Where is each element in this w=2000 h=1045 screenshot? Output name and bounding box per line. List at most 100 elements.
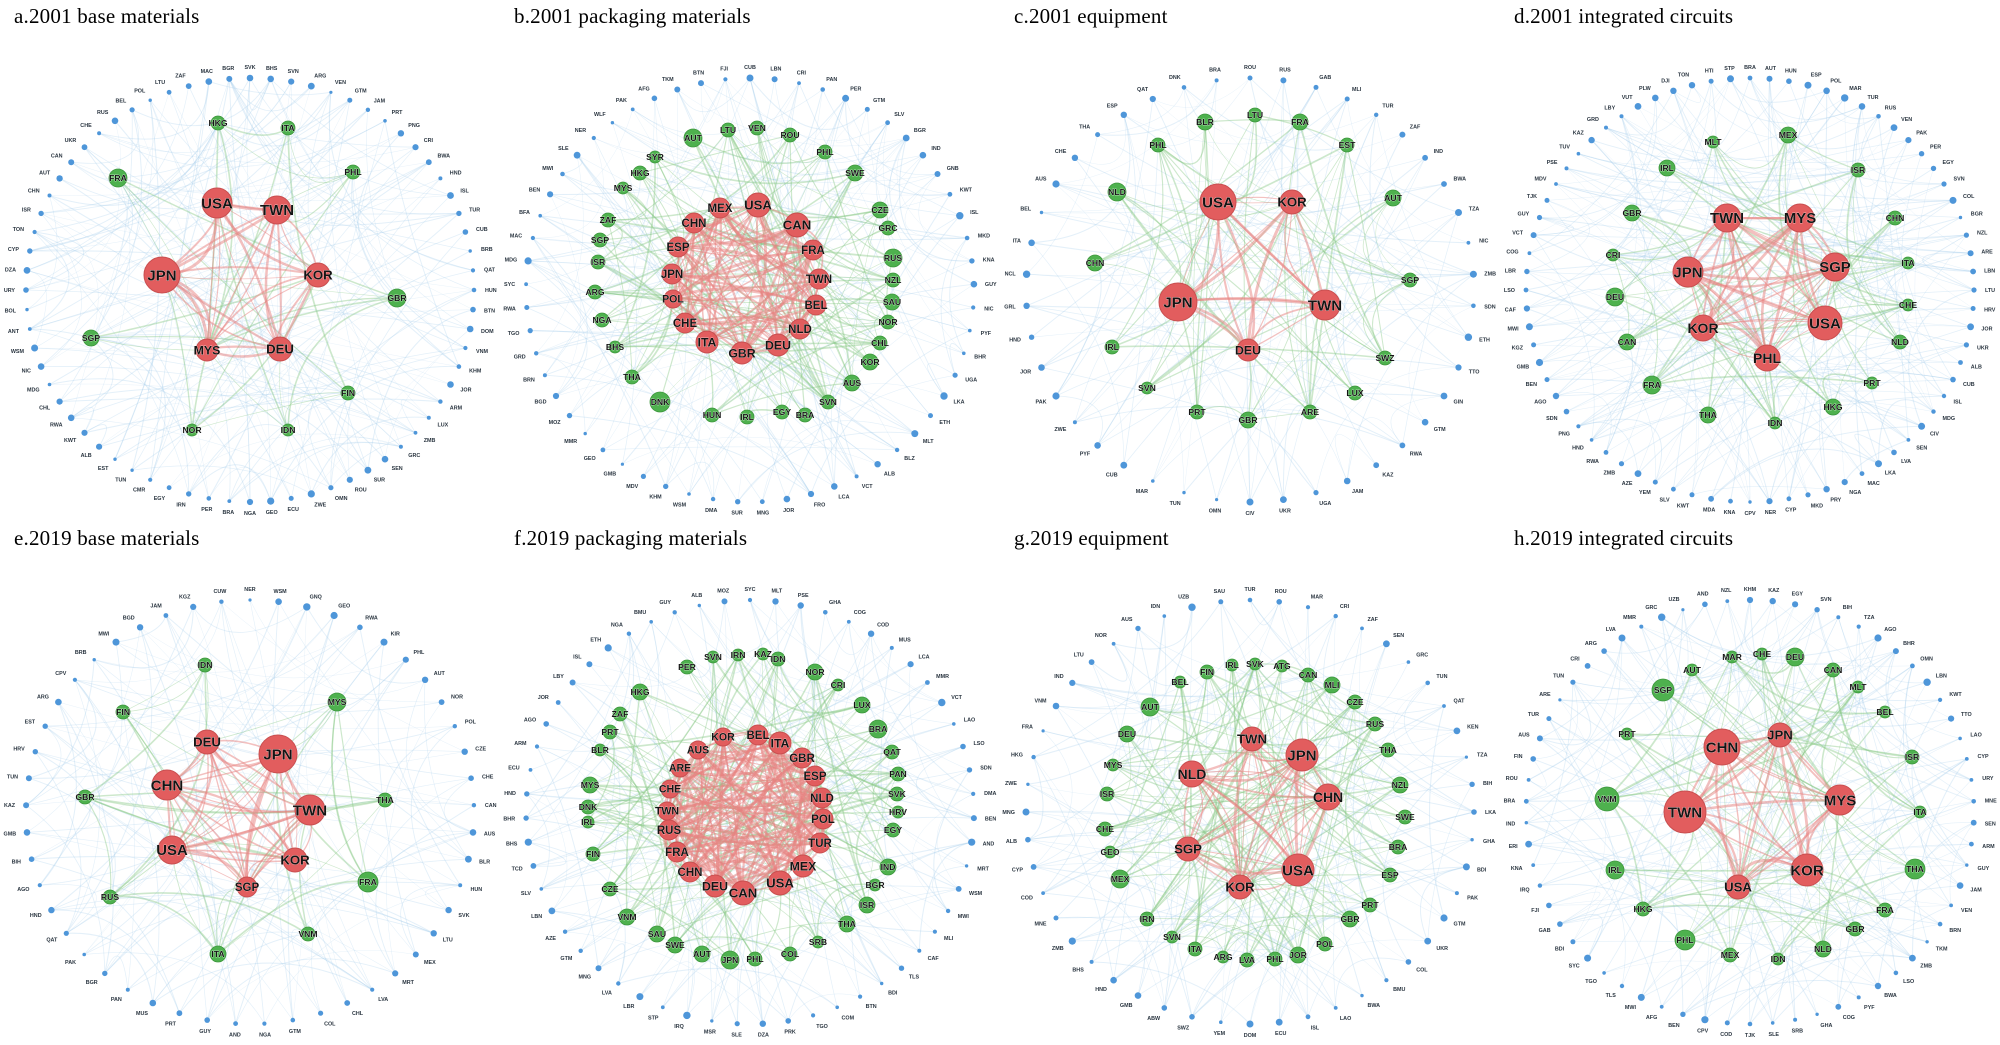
node-HKG xyxy=(210,115,226,131)
node-RWA xyxy=(1399,442,1406,449)
semi-label-DEU: DEU xyxy=(1606,292,1624,302)
periphery-label-WSM: WSM xyxy=(11,349,25,355)
periphery-label-COL: COL xyxy=(324,1022,336,1028)
periphery-label-SDN: SDN xyxy=(1484,305,1495,311)
semi-label-ZAF: ZAF xyxy=(612,709,629,719)
node-ROU xyxy=(1276,599,1282,605)
node-FIN xyxy=(115,704,131,720)
node-TUR xyxy=(1858,103,1866,110)
node-AZE xyxy=(562,929,568,934)
periphery-label-STP: STP xyxy=(648,1015,659,1021)
periphery-label-LSO: LSO xyxy=(1504,288,1515,294)
core-label-CHN: CHN xyxy=(1706,739,1739,756)
semi-label-EST: EST xyxy=(1339,140,1356,150)
semi-label-CZE: CZE xyxy=(871,205,888,215)
semi-label-THA: THA xyxy=(623,372,641,382)
semi-label-NOR: NOR xyxy=(878,317,898,327)
periphery-label-LKA: LKA xyxy=(1485,810,1496,816)
node-COL xyxy=(318,1010,324,1016)
node-VEN xyxy=(749,120,765,136)
semi-label-POL: POL xyxy=(1316,939,1334,949)
node-BIH xyxy=(1836,615,1841,620)
node-CHN xyxy=(47,193,52,198)
node-RUS xyxy=(102,889,118,905)
semi-label-SVN: SVN xyxy=(1163,932,1181,942)
node-PSE xyxy=(1564,166,1569,171)
periphery-label-BWA: BWA xyxy=(1884,993,1897,999)
periphery-label-GNQ: GNQ xyxy=(310,594,322,600)
node-CRI xyxy=(1606,248,1620,262)
node-NLD xyxy=(1814,940,1832,958)
periphery-label-BMU: BMU xyxy=(1393,987,1405,993)
node-PYF xyxy=(1856,995,1861,1000)
semi-label-JPN: JPN xyxy=(722,955,739,965)
periphery-label-AUS: AUS xyxy=(1121,617,1133,623)
periphery-label-BOL: BOL xyxy=(5,309,17,315)
periphery-label-BHR: BHR xyxy=(503,816,515,822)
node-JPN xyxy=(258,734,298,774)
semi-label-SGP: SGP xyxy=(82,333,100,343)
periphery-label-ISL: ISL xyxy=(1311,1025,1320,1031)
node-BRA xyxy=(227,499,232,503)
semi-label-HKG: HKG xyxy=(1633,904,1652,914)
node-SDN xyxy=(966,767,973,773)
semi-label-EGY: EGY xyxy=(884,825,902,835)
node-AUS xyxy=(688,740,708,760)
periphery-label-SLE: SLE xyxy=(731,1033,742,1039)
node-TUN xyxy=(1425,680,1430,686)
node-KGZ xyxy=(1531,342,1537,348)
node-TWN xyxy=(1239,726,1265,752)
node-FRA xyxy=(108,168,128,188)
periphery-label-TTO: TTO xyxy=(1469,370,1480,376)
network-graph-2019-base-materials: NER WSM GNQ GEO RWA KIR PHL AUT NOR POL CZE CHE CAN A… xyxy=(4,587,497,1039)
node-ZAF xyxy=(600,212,616,228)
node-MYS xyxy=(1785,203,1815,233)
core-label-JPN: JPN xyxy=(1287,747,1316,764)
periphery-label-NER: NER xyxy=(1765,510,1776,516)
core-label-JPN: JPN xyxy=(1767,728,1793,743)
node-ARE xyxy=(1558,698,1562,702)
node-PHL xyxy=(402,656,409,663)
node-MLT xyxy=(911,430,919,438)
periphery-label-ISL: ISL xyxy=(1954,400,1963,406)
node-TUR xyxy=(809,832,831,854)
periphery-label-NOR: NOR xyxy=(1095,633,1107,639)
node-BHS xyxy=(524,838,532,846)
node-CRI xyxy=(797,81,801,85)
node-BDI xyxy=(1462,863,1470,871)
node-BEL xyxy=(805,294,827,316)
node-NOR xyxy=(438,699,445,705)
network-graph-2019-equipment: TUR ROU MAR CRI ZAF SEN GRC TUN QAT KEN TZA BIH LKA G… xyxy=(1002,587,1496,1039)
node-BRB xyxy=(468,249,472,253)
node-MDV xyxy=(640,473,646,479)
periphery-label-POL: POL xyxy=(134,88,146,94)
periphery-label-CUB: CUB xyxy=(476,227,488,233)
periphery-label-NZL: NZL xyxy=(1721,588,1732,594)
periphery-nodes: NER WSM GNQ GEO RWA KIR PHL AUT NOR POL CZE CHE CAN A… xyxy=(4,587,497,1039)
core-label-USA: USA xyxy=(766,876,794,891)
node-COM xyxy=(835,1005,839,1010)
node-FRA xyxy=(1642,375,1662,395)
node-MLI xyxy=(932,929,937,934)
periphery-label-BHS: BHS xyxy=(1072,968,1084,974)
node-ROU xyxy=(346,476,353,483)
periphery-label-AZE: AZE xyxy=(545,936,556,942)
node-MAR xyxy=(1841,94,1849,102)
node-HTI xyxy=(1708,78,1714,84)
node-DZA xyxy=(23,267,31,274)
core-label-USA: USA xyxy=(1282,862,1314,879)
node-NOR xyxy=(880,314,896,330)
network-graph-2019-packaging-materials: SYC MLT PSE GHA COG COD MUS LCA MMR VCT LAO LSO SDN D… xyxy=(503,587,996,1039)
periphery-label-NIC: NIC xyxy=(22,369,31,375)
periphery-label-TUR: TUR xyxy=(1244,587,1255,593)
periphery-label-POL: POL xyxy=(465,720,477,726)
node-CAN xyxy=(1618,333,1636,351)
periphery-label-SWZ: SWZ xyxy=(1177,1025,1190,1031)
node-STP xyxy=(660,1005,665,1010)
node-SVK xyxy=(1248,657,1262,671)
periphery-label-ITA: ITA xyxy=(1013,238,1021,244)
node-ISL xyxy=(1305,1014,1311,1020)
node-COG xyxy=(1835,1003,1842,1010)
node-MKD xyxy=(964,235,970,241)
semi-label-MYS: MYS xyxy=(1104,760,1123,770)
